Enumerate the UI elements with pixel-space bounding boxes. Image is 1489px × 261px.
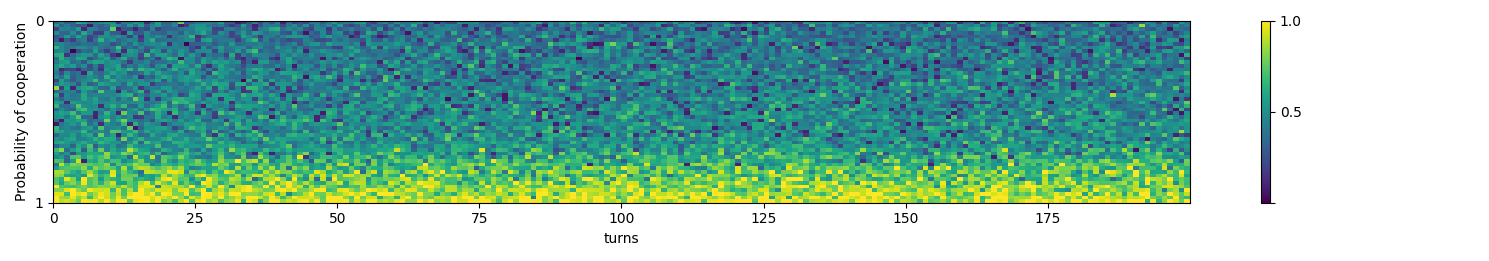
X-axis label: turns: turns [603,232,639,246]
Y-axis label: Probability of cooperation: Probability of cooperation [15,22,28,201]
